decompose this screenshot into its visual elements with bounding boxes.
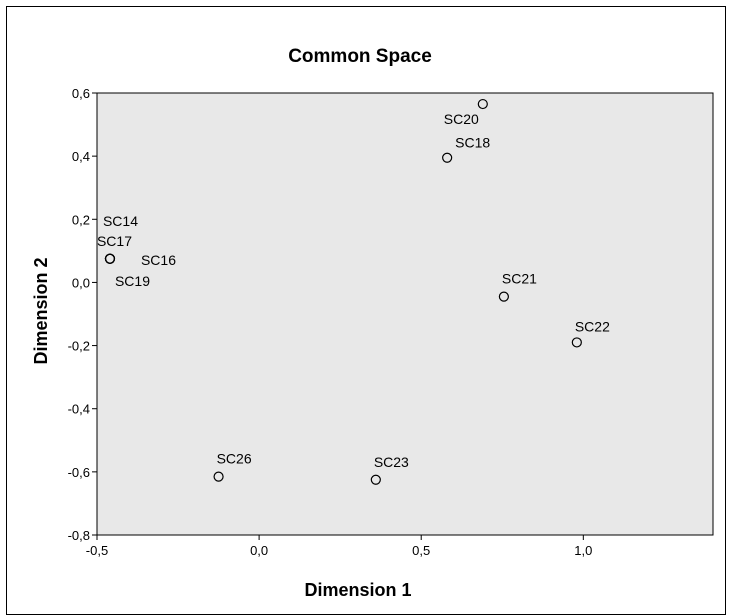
point-label-sc17: SC17 bbox=[97, 233, 132, 249]
y-tick-label: -0,2 bbox=[68, 339, 90, 354]
point-label-sc19: SC19 bbox=[115, 273, 150, 289]
point-sc18 bbox=[442, 152, 453, 163]
point-sc22 bbox=[571, 337, 582, 348]
point-label-sc23: SC23 bbox=[374, 454, 409, 470]
point-label-sc22: SC22 bbox=[575, 318, 610, 334]
x-tick-label: -0,5 bbox=[86, 543, 108, 558]
point-label-sc16: SC16 bbox=[141, 252, 176, 268]
point-sc21 bbox=[498, 291, 509, 302]
y-axis-label: Dimension 2 bbox=[31, 257, 51, 364]
point-label-sc21: SC21 bbox=[502, 271, 537, 287]
x-tick-label: 0,5 bbox=[412, 543, 430, 558]
y-tick-label: 0,4 bbox=[72, 149, 90, 164]
point-label-sc20: SC20 bbox=[444, 111, 479, 127]
point-label-sc14: SC14 bbox=[103, 213, 138, 229]
x-tick-label: 1,0 bbox=[574, 543, 592, 558]
point-sc20 bbox=[477, 98, 488, 110]
y-tick-label: -0,6 bbox=[68, 465, 90, 480]
plot-area bbox=[96, 92, 714, 536]
x-axis-label: Dimension 1 bbox=[304, 580, 411, 600]
chart-title: Common Space bbox=[288, 46, 432, 67]
y-tick-label: -0,4 bbox=[68, 402, 90, 417]
x-tick-label: 0,0 bbox=[250, 543, 268, 558]
point-sc26 bbox=[213, 471, 224, 482]
y-tick-label: 0,6 bbox=[72, 86, 90, 101]
y-tick-label: -0,8 bbox=[68, 528, 90, 543]
point-sc23 bbox=[370, 474, 381, 485]
point-label-sc26: SC26 bbox=[217, 451, 252, 467]
point-sc19 bbox=[104, 253, 116, 264]
point-label-sc18: SC18 bbox=[455, 135, 490, 151]
y-tick-label: 0,0 bbox=[72, 275, 90, 290]
y-tick-label: 0,2 bbox=[72, 212, 90, 227]
